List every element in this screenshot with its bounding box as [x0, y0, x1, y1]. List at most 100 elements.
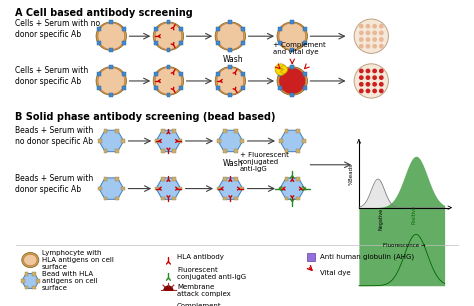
FancyBboxPatch shape	[161, 196, 164, 200]
Text: Negative: Negative	[378, 208, 383, 230]
FancyBboxPatch shape	[278, 27, 282, 31]
Wedge shape	[275, 64, 286, 75]
Text: Bead with HLA
antigens on cell
surface: Bead with HLA antigens on cell surface	[42, 271, 97, 291]
FancyBboxPatch shape	[97, 27, 101, 31]
FancyBboxPatch shape	[234, 177, 238, 181]
FancyBboxPatch shape	[115, 129, 119, 133]
FancyBboxPatch shape	[278, 41, 282, 45]
FancyBboxPatch shape	[179, 41, 182, 45]
Text: Vital dye: Vital dye	[320, 271, 350, 276]
Circle shape	[359, 44, 364, 49]
Polygon shape	[280, 178, 305, 199]
FancyBboxPatch shape	[303, 72, 307, 76]
FancyBboxPatch shape	[172, 177, 176, 181]
FancyBboxPatch shape	[115, 149, 119, 153]
Ellipse shape	[277, 67, 308, 95]
Circle shape	[359, 37, 364, 42]
Polygon shape	[22, 274, 39, 288]
FancyBboxPatch shape	[32, 286, 36, 289]
FancyBboxPatch shape	[109, 65, 113, 69]
Ellipse shape	[277, 22, 308, 50]
FancyBboxPatch shape	[154, 27, 158, 31]
FancyBboxPatch shape	[178, 139, 182, 143]
Circle shape	[379, 69, 383, 73]
Circle shape	[372, 31, 377, 35]
FancyBboxPatch shape	[279, 187, 283, 191]
FancyBboxPatch shape	[228, 21, 232, 24]
Circle shape	[379, 24, 383, 28]
Circle shape	[354, 19, 388, 53]
Wedge shape	[163, 300, 173, 306]
Circle shape	[379, 75, 383, 80]
Circle shape	[379, 82, 383, 87]
Circle shape	[365, 24, 370, 28]
Ellipse shape	[98, 68, 125, 94]
Ellipse shape	[215, 22, 246, 50]
Text: Cells + Serum with
donor specific Ab: Cells + Serum with donor specific Ab	[15, 66, 88, 86]
Circle shape	[372, 24, 377, 28]
Polygon shape	[99, 130, 124, 152]
FancyBboxPatch shape	[296, 129, 300, 133]
FancyBboxPatch shape	[109, 21, 113, 24]
FancyBboxPatch shape	[291, 48, 294, 52]
Circle shape	[354, 64, 388, 98]
FancyBboxPatch shape	[223, 129, 227, 133]
FancyBboxPatch shape	[115, 177, 119, 181]
Ellipse shape	[22, 252, 39, 268]
Text: B Solid phase antibody screening (bead based): B Solid phase antibody screening (bead b…	[15, 112, 275, 122]
FancyBboxPatch shape	[25, 272, 28, 276]
FancyBboxPatch shape	[228, 48, 232, 52]
FancyBboxPatch shape	[154, 86, 158, 90]
FancyBboxPatch shape	[36, 279, 40, 283]
Text: HLA antibody: HLA antibody	[177, 254, 224, 260]
FancyBboxPatch shape	[284, 196, 289, 200]
Text: Positive: Positive	[411, 205, 417, 224]
Circle shape	[379, 37, 383, 42]
Circle shape	[359, 88, 364, 93]
Circle shape	[359, 24, 364, 28]
FancyBboxPatch shape	[223, 177, 227, 181]
FancyBboxPatch shape	[234, 129, 238, 133]
Text: Fluorescent
conjugated anti-IgG: Fluorescent conjugated anti-IgG	[177, 267, 246, 280]
FancyBboxPatch shape	[296, 177, 300, 181]
Circle shape	[365, 88, 370, 93]
FancyBboxPatch shape	[284, 149, 289, 153]
FancyBboxPatch shape	[302, 187, 306, 191]
FancyBboxPatch shape	[122, 27, 126, 31]
Text: Beads + Serum with
donor specific Ab: Beads + Serum with donor specific Ab	[15, 174, 93, 194]
FancyBboxPatch shape	[166, 21, 170, 24]
Circle shape	[365, 37, 370, 42]
FancyBboxPatch shape	[216, 72, 220, 76]
Text: Anti human globulin (AHG): Anti human globulin (AHG)	[320, 254, 414, 260]
FancyBboxPatch shape	[172, 196, 176, 200]
Circle shape	[365, 44, 370, 49]
FancyBboxPatch shape	[234, 196, 238, 200]
FancyBboxPatch shape	[216, 27, 220, 31]
FancyBboxPatch shape	[303, 86, 307, 90]
FancyBboxPatch shape	[122, 86, 126, 90]
FancyBboxPatch shape	[217, 187, 221, 191]
Circle shape	[359, 69, 364, 73]
FancyBboxPatch shape	[279, 139, 283, 143]
FancyBboxPatch shape	[303, 41, 307, 45]
FancyBboxPatch shape	[216, 41, 220, 45]
FancyBboxPatch shape	[166, 93, 170, 97]
FancyBboxPatch shape	[284, 129, 289, 133]
FancyBboxPatch shape	[234, 149, 238, 153]
FancyBboxPatch shape	[109, 48, 113, 52]
FancyBboxPatch shape	[25, 286, 28, 289]
FancyBboxPatch shape	[121, 139, 125, 143]
Circle shape	[359, 75, 364, 80]
FancyBboxPatch shape	[241, 86, 245, 90]
FancyBboxPatch shape	[291, 21, 294, 24]
Text: + Fluorescent
conjugated
anti-IgG: + Fluorescent conjugated anti-IgG	[240, 152, 289, 172]
Circle shape	[372, 88, 377, 93]
Ellipse shape	[279, 23, 306, 50]
FancyBboxPatch shape	[223, 196, 227, 200]
Circle shape	[372, 82, 377, 87]
FancyBboxPatch shape	[166, 65, 170, 69]
Circle shape	[372, 37, 377, 42]
Circle shape	[365, 82, 370, 87]
FancyBboxPatch shape	[296, 149, 300, 153]
Ellipse shape	[215, 67, 246, 95]
